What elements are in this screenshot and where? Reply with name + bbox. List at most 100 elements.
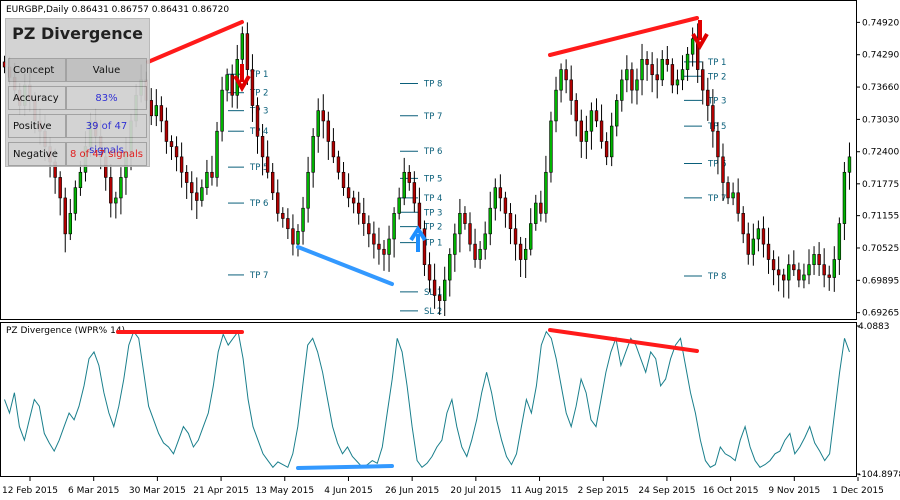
- candle: [463, 206, 467, 230]
- time-tick-label: 9 Nov 2015: [768, 486, 820, 496]
- candle: [245, 22, 250, 85]
- time-tick-label: 1 Dec 2015: [832, 486, 884, 496]
- candle: [685, 47, 690, 81]
- time-tick-label: 6 Mar 2015: [68, 486, 119, 496]
- candle: [311, 128, 315, 188]
- take-profit-level: TP 8: [684, 272, 726, 282]
- price-tick-label: 0.72400: [862, 148, 899, 158]
- candle: [321, 94, 325, 139]
- candle: [564, 59, 568, 94]
- candle: [787, 254, 791, 299]
- candle: [817, 242, 821, 276]
- candle: [776, 256, 781, 292]
- candle: [205, 159, 209, 195]
- candle: [706, 77, 710, 121]
- time-tick-label: 24 Sep 2015: [638, 486, 695, 496]
- time-tick-label: 13 May 2015: [255, 486, 314, 496]
- candle: [574, 93, 578, 137]
- candle: [711, 89, 715, 148]
- candle: [260, 124, 265, 176]
- take-profit-level: SL 2: [400, 307, 442, 317]
- indicator-tick-label: 4.0883: [858, 322, 890, 332]
- candle: [620, 69, 624, 112]
- candle: [443, 266, 447, 316]
- candle: [842, 162, 847, 241]
- candle: [382, 240, 386, 271]
- candle: [498, 174, 503, 212]
- candle: [169, 135, 174, 160]
- price-panel-frame: [0, 0, 857, 320]
- candle: [437, 286, 442, 315]
- take-profit-label: TP 2: [707, 72, 726, 82]
- take-profit-level: TP 3: [400, 208, 442, 218]
- candle: [453, 223, 457, 272]
- candle: [589, 102, 594, 150]
- take-profit-level: TP 7: [684, 194, 726, 204]
- candle: [291, 214, 295, 256]
- indicator-title: PZ Divergence (WPR% 14): [6, 326, 125, 336]
- sell-arrow-icon: [691, 20, 709, 50]
- candle: [341, 162, 346, 196]
- take-profit-label: TP 8: [423, 79, 442, 89]
- candle: [68, 198, 72, 241]
- candle: [554, 76, 558, 133]
- candle: [635, 68, 639, 105]
- take-profit-label: TP 7: [423, 112, 442, 122]
- indicator-axis: 4.0883 -104.8978: [856, 322, 900, 480]
- stats-row-accuracy: Accuracy 83%: [8, 86, 147, 110]
- candle: [73, 180, 78, 221]
- take-profit-label: TP 1: [423, 239, 442, 249]
- candle: [478, 241, 482, 269]
- candle: [351, 190, 356, 214]
- candle: [250, 54, 255, 122]
- candle: [448, 248, 452, 297]
- candle: [357, 191, 361, 225]
- candle: [716, 121, 720, 175]
- candle: [164, 107, 169, 154]
- candle: [660, 50, 664, 87]
- candle: [670, 58, 675, 94]
- price-tick-label: 0.74920: [862, 18, 899, 28]
- candle: [615, 94, 619, 137]
- take-profit-label: TP 6: [707, 160, 726, 170]
- take-profit-level: TP 5: [228, 163, 268, 173]
- candle: [210, 155, 214, 186]
- candle: [721, 143, 725, 202]
- candle: [458, 198, 462, 253]
- wpr-line: [4, 330, 850, 469]
- candle: [159, 96, 164, 133]
- candle: [316, 98, 320, 153]
- stats-concept: Accuracy: [8, 86, 66, 110]
- candle: [200, 179, 204, 207]
- bullish-divergence-price-line: [296, 245, 394, 286]
- take-profit-label: TP 1: [707, 58, 726, 68]
- time-tick-label: 4 Jun 2015: [324, 486, 372, 496]
- time-tick-label: 11 Aug 2015: [511, 486, 569, 496]
- take-profit-label: TP 2: [249, 89, 268, 99]
- candle: [493, 178, 497, 221]
- price-tick-label: 0.71155: [862, 212, 899, 222]
- take-profit-level: TP 7: [228, 271, 268, 281]
- price-tick-label: 0.73660: [862, 83, 899, 93]
- candle: [756, 220, 761, 252]
- price-tick-label: 0.69265: [862, 309, 899, 319]
- candle: [336, 150, 341, 180]
- candle: [797, 262, 801, 288]
- candle: [782, 268, 786, 298]
- time-tick-label: 16 Oct 2015: [703, 486, 759, 496]
- take-profit-label: TP 3: [423, 208, 442, 218]
- candle: [701, 61, 705, 105]
- candle: [225, 68, 229, 102]
- candle: [523, 237, 528, 279]
- take-profit-label: TP 6: [249, 199, 268, 209]
- candle: [599, 104, 604, 149]
- indicator-panel-frame: [0, 322, 857, 477]
- candle: [427, 252, 432, 293]
- price-tick-label: 0.71775: [862, 180, 899, 190]
- stats-header-value: Value: [66, 58, 147, 82]
- candle: [432, 263, 437, 309]
- chart-title: EURGBP,Daily 0.86431 0.86757 0.86431 0.8…: [6, 5, 229, 15]
- candle: [736, 178, 740, 222]
